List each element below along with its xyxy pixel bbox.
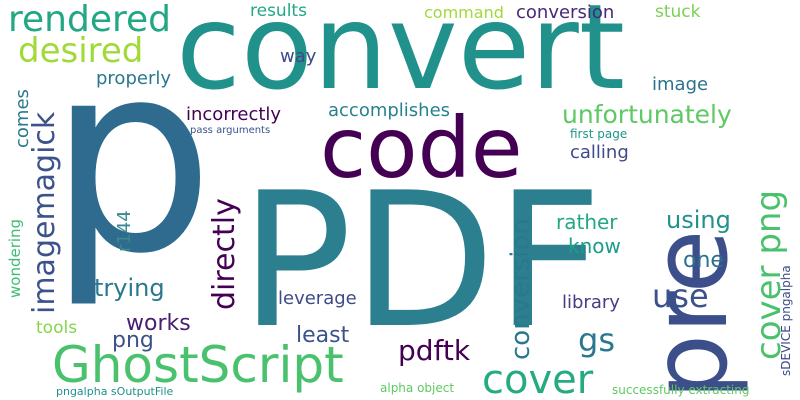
word-conversion-top: conversion: [516, 2, 615, 23]
word-imagemagick: imagemagick: [27, 111, 62, 314]
word-command: command: [424, 3, 504, 22]
word-unfortunately: unfortunately: [562, 100, 732, 129]
word-gs: gs: [578, 321, 615, 359]
word-library: library: [562, 292, 620, 313]
word-convert: convert: [176, 0, 626, 116]
word-using: using: [666, 206, 731, 234]
word-first-page: first page: [570, 127, 628, 141]
word-rather: rather: [556, 210, 618, 234]
word-least: least: [296, 323, 350, 348]
word-wondering: wondering: [6, 218, 24, 298]
word-use: use: [652, 277, 709, 315]
word-successfully-extracting: successfully extracting: [612, 383, 750, 397]
word-comes: comes: [12, 89, 33, 148]
word-results: results: [250, 1, 307, 21]
word-way: way: [280, 46, 317, 67]
word-works: works: [126, 311, 191, 336]
word-desired: desired: [18, 31, 144, 71]
word-properly: properly: [96, 68, 171, 89]
word-png: png: [112, 328, 154, 353]
word-know: know: [568, 234, 621, 258]
word-code: code: [320, 99, 523, 197]
word-incorrectly: incorrectly: [186, 104, 282, 125]
word-image: image: [652, 74, 709, 95]
word-trying: trying: [94, 274, 165, 302]
word-cover: cover: [482, 357, 594, 400]
word-pass-arguments: pass arguments: [190, 125, 271, 136]
word-stuck: stuck: [655, 2, 701, 22]
word-leverage: leverage: [278, 288, 357, 309]
word-directly: directly: [207, 198, 242, 310]
word-r144: r144: [114, 210, 135, 252]
word-calling: calling: [570, 142, 629, 163]
word-pdf: PDF: [240, 152, 603, 369]
word-p: p: [48, 6, 215, 311]
word-accomplishes: accomplishes: [328, 100, 451, 121]
word-one: one: [683, 248, 724, 273]
word-pngalpha-soutputfile: pngalpha sOutputFile: [56, 385, 174, 398]
word-pdftk: pdftk: [398, 334, 471, 367]
word-sdevice-pngalpha: sDEVICE pngalpha: [779, 265, 793, 376]
word-ghostscript: GhostScript: [52, 336, 344, 394]
word-conversion-vertical: conversion: [506, 218, 536, 360]
word-tools: tools: [36, 318, 78, 338]
word-alpha-object: alpha object: [380, 381, 455, 395]
word-rendered: rendered: [8, 0, 171, 40]
